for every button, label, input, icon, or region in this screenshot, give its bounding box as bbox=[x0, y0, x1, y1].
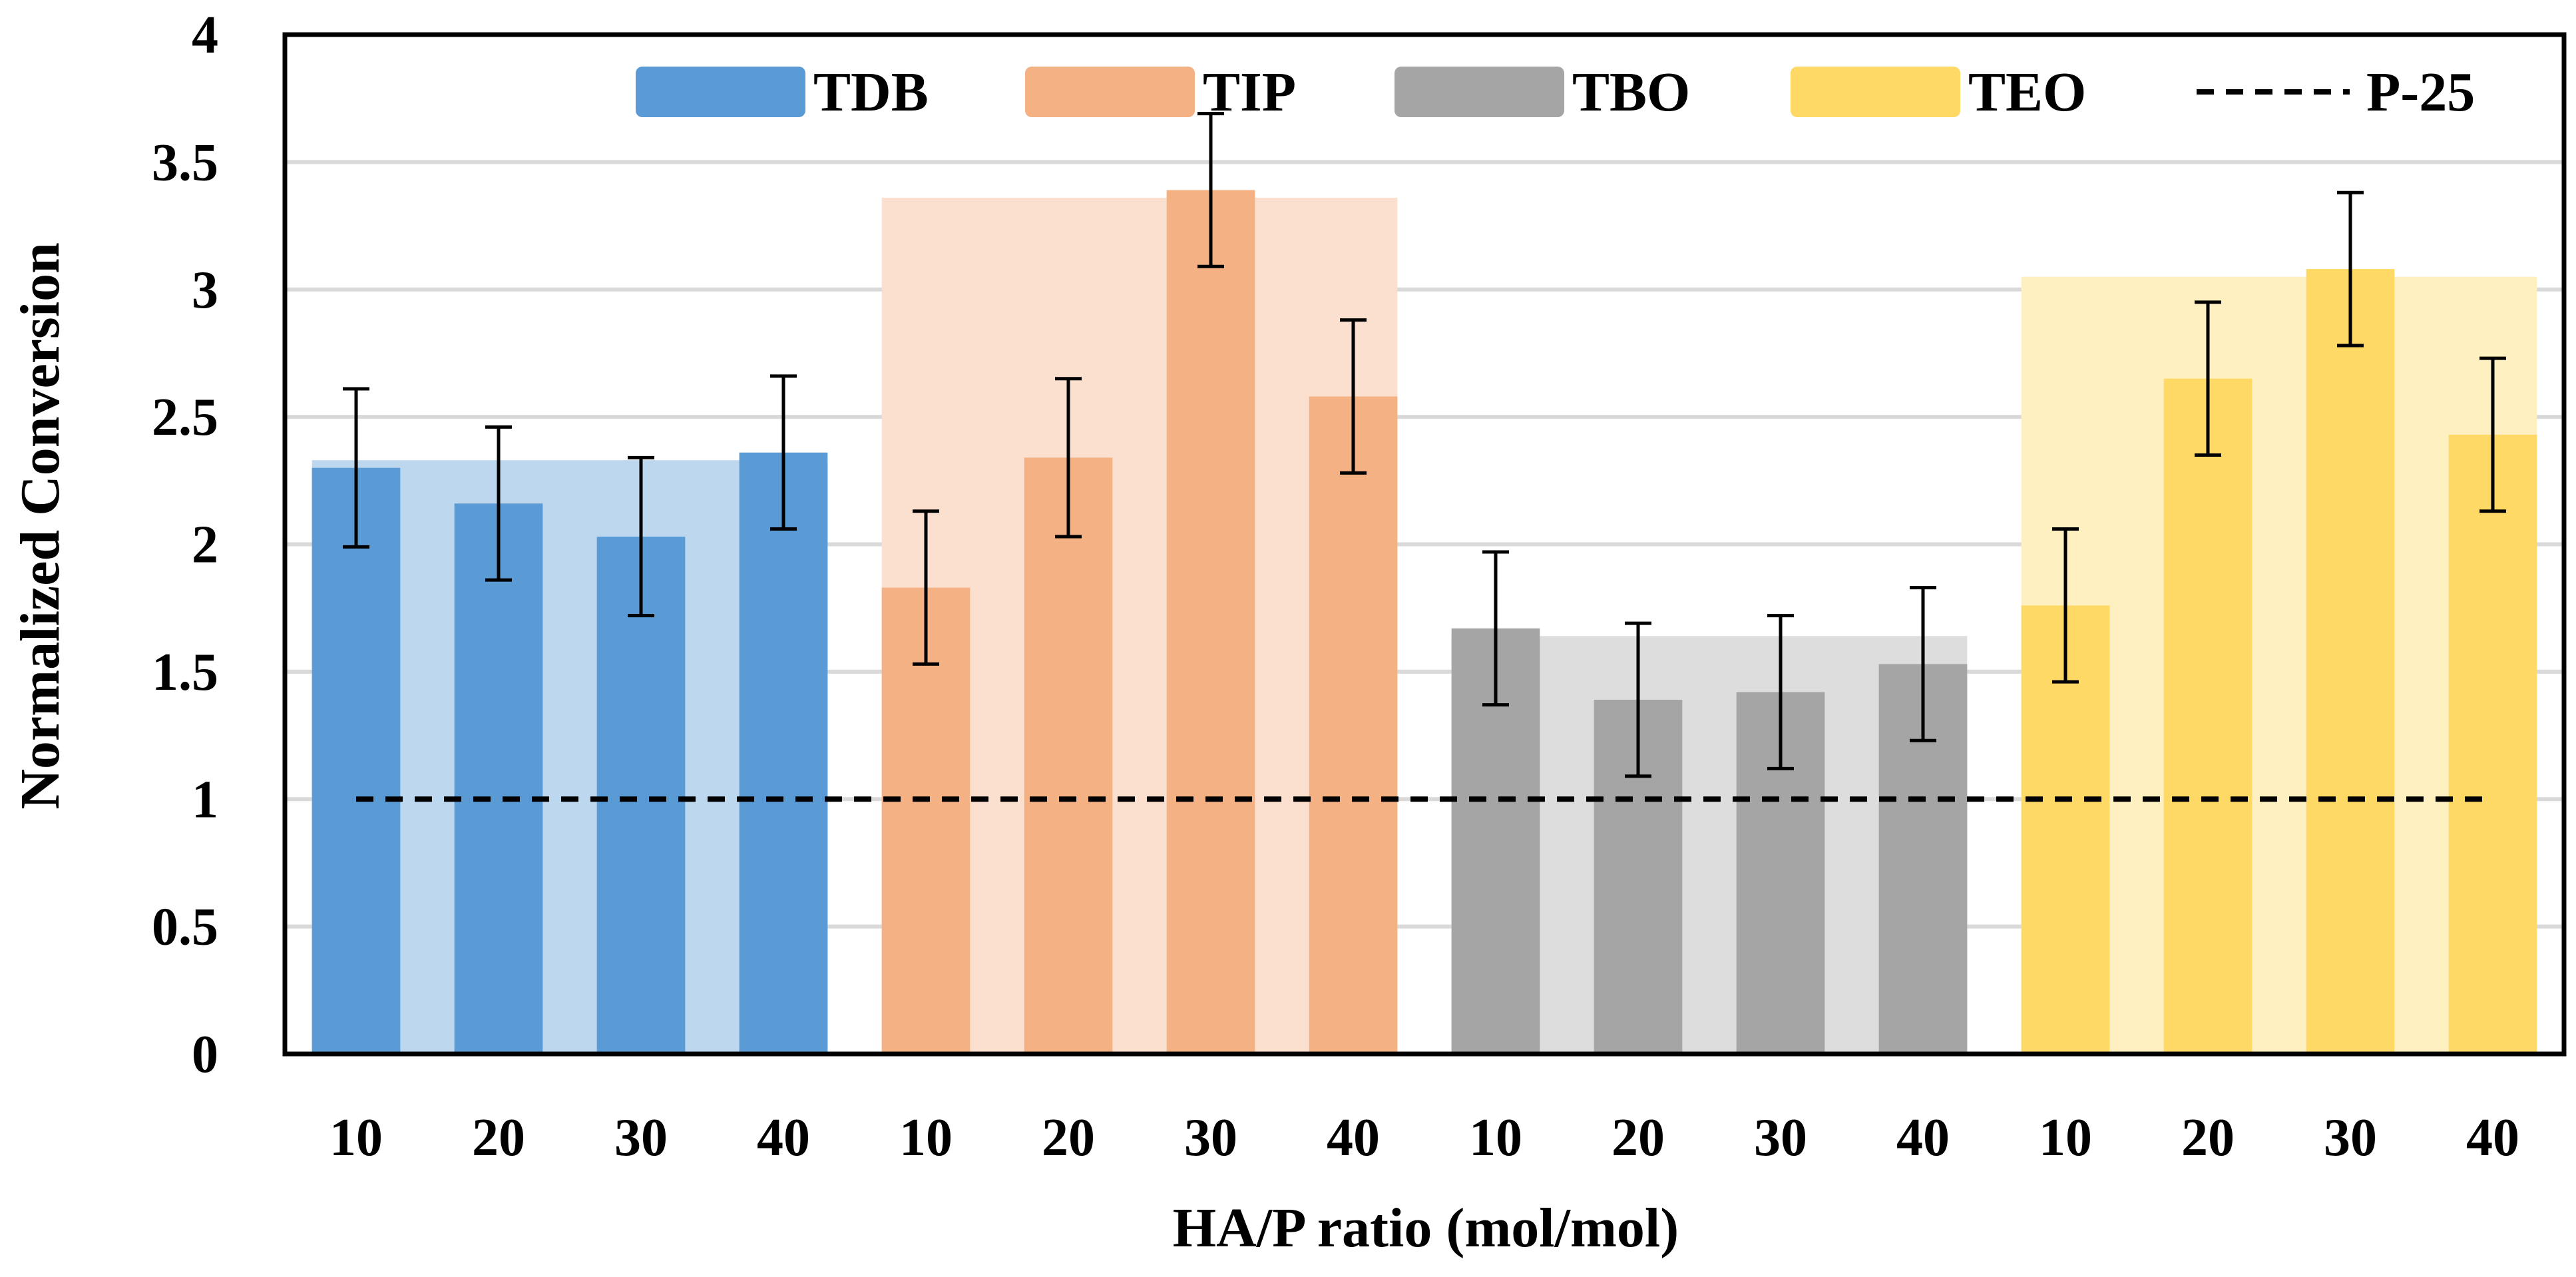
bar-tip-30 bbox=[1166, 190, 1255, 1054]
legend-label: TBO bbox=[1572, 61, 1690, 123]
y-tick-label: 4 bbox=[192, 6, 218, 65]
y-tick-label: 2.5 bbox=[152, 388, 218, 447]
bar-teo-30 bbox=[2306, 269, 2395, 1054]
y-tick-label: 2 bbox=[192, 516, 218, 575]
legend-swatch bbox=[1791, 67, 1960, 117]
x-tick-label: 20 bbox=[1611, 1109, 1665, 1167]
x-tick-label: 40 bbox=[2466, 1109, 2519, 1167]
error-bar-tip-40 bbox=[1340, 318, 1367, 475]
error-bar-tdb-30 bbox=[628, 455, 654, 618]
bar-tdb-40 bbox=[739, 452, 828, 1054]
bars bbox=[312, 190, 2537, 1054]
error-bar-tbo-30 bbox=[1767, 614, 1794, 770]
x-tick-label: 10 bbox=[329, 1109, 383, 1167]
error-bar-tdb-20 bbox=[485, 425, 512, 582]
y-axis-title: Normalized Conversion bbox=[9, 242, 71, 810]
bar-teo-40 bbox=[2448, 434, 2537, 1054]
error-bar-tip-20 bbox=[1055, 377, 1082, 539]
y-tick-label: 3 bbox=[192, 261, 218, 320]
legend-label: P-25 bbox=[2366, 61, 2475, 123]
x-tick-label: 10 bbox=[899, 1109, 953, 1167]
x-tick-label: 30 bbox=[1184, 1109, 1237, 1167]
x-tick-label: 10 bbox=[2039, 1109, 2092, 1167]
legend-label: TIP bbox=[1203, 61, 1296, 123]
y-tick-label: 1 bbox=[192, 770, 218, 829]
bar-tdb-20 bbox=[454, 503, 543, 1054]
x-tick-label: 40 bbox=[757, 1109, 810, 1167]
error-bar-tdb-10 bbox=[343, 387, 369, 549]
x-tick-label: 40 bbox=[1327, 1109, 1380, 1167]
legend-swatch bbox=[636, 67, 805, 117]
legend-item-teo: TEO bbox=[1791, 61, 2086, 123]
error-bar-tip-10 bbox=[913, 509, 939, 666]
error-bar-teo-40 bbox=[2479, 356, 2506, 513]
error-bars bbox=[343, 112, 2506, 778]
error-bar-tbo-20 bbox=[1625, 621, 1651, 778]
bar-tdb-10 bbox=[312, 467, 401, 1054]
legend: TDB TIP TBO TEO P-25 bbox=[636, 61, 2475, 123]
bar-teo-20 bbox=[2163, 378, 2253, 1054]
legend-label: TEO bbox=[1968, 61, 2086, 123]
legend-label: TDB bbox=[813, 61, 929, 123]
y-tick-label: 0 bbox=[192, 1025, 218, 1084]
error-bar-tip-30 bbox=[1197, 112, 1224, 268]
error-bar-teo-30 bbox=[2337, 190, 2364, 348]
bar-tip-20 bbox=[1024, 457, 1113, 1054]
legend-item-tip: TIP bbox=[1025, 61, 1296, 123]
legend-item-tbo: TBO bbox=[1395, 61, 1690, 123]
bar-tdb-30 bbox=[596, 537, 686, 1054]
y-tick-label: 3.5 bbox=[152, 133, 218, 192]
y-tick-label: 1.5 bbox=[152, 643, 218, 702]
x-axis-title: HA/P ratio (mol/mol) bbox=[1173, 1197, 1679, 1259]
x-tick-labels: 10 20 30 40 10 20 30 40 10 20 30 40 10 20 30 40 bbox=[329, 1109, 2519, 1167]
legend-swatch bbox=[1025, 67, 1195, 117]
plot-area-border bbox=[282, 32, 2567, 1057]
y-tick-label: 0.5 bbox=[152, 898, 218, 957]
x-tick-label: 20 bbox=[472, 1109, 525, 1167]
x-tick-label: 30 bbox=[2324, 1109, 2377, 1167]
y-tick-labels: 0 0.5 1 1.5 2 2.5 3 3.5 4 bbox=[152, 6, 218, 1084]
error-bar-teo-20 bbox=[2195, 300, 2221, 457]
x-tick-label: 20 bbox=[2181, 1109, 2235, 1167]
x-tick-label: 30 bbox=[614, 1109, 668, 1167]
error-bar-tbo-10 bbox=[1482, 550, 1509, 707]
bar-tip-40 bbox=[1309, 396, 1398, 1054]
error-bar-tbo-40 bbox=[1910, 586, 1936, 742]
x-tick-label: 30 bbox=[1754, 1109, 1807, 1167]
error-bar-teo-10 bbox=[2052, 527, 2079, 684]
legend-swatch bbox=[1395, 67, 1564, 117]
x-tick-label: 10 bbox=[1469, 1109, 1522, 1167]
legend-item-tdb: TDB bbox=[636, 61, 929, 123]
legend-item-p25: P-25 bbox=[2197, 61, 2475, 123]
x-tick-label: 40 bbox=[1896, 1109, 1950, 1167]
plot-frame bbox=[282, 32, 2567, 1057]
error-bar-tdb-40 bbox=[770, 374, 797, 531]
x-tick-label: 20 bbox=[1042, 1109, 1095, 1167]
